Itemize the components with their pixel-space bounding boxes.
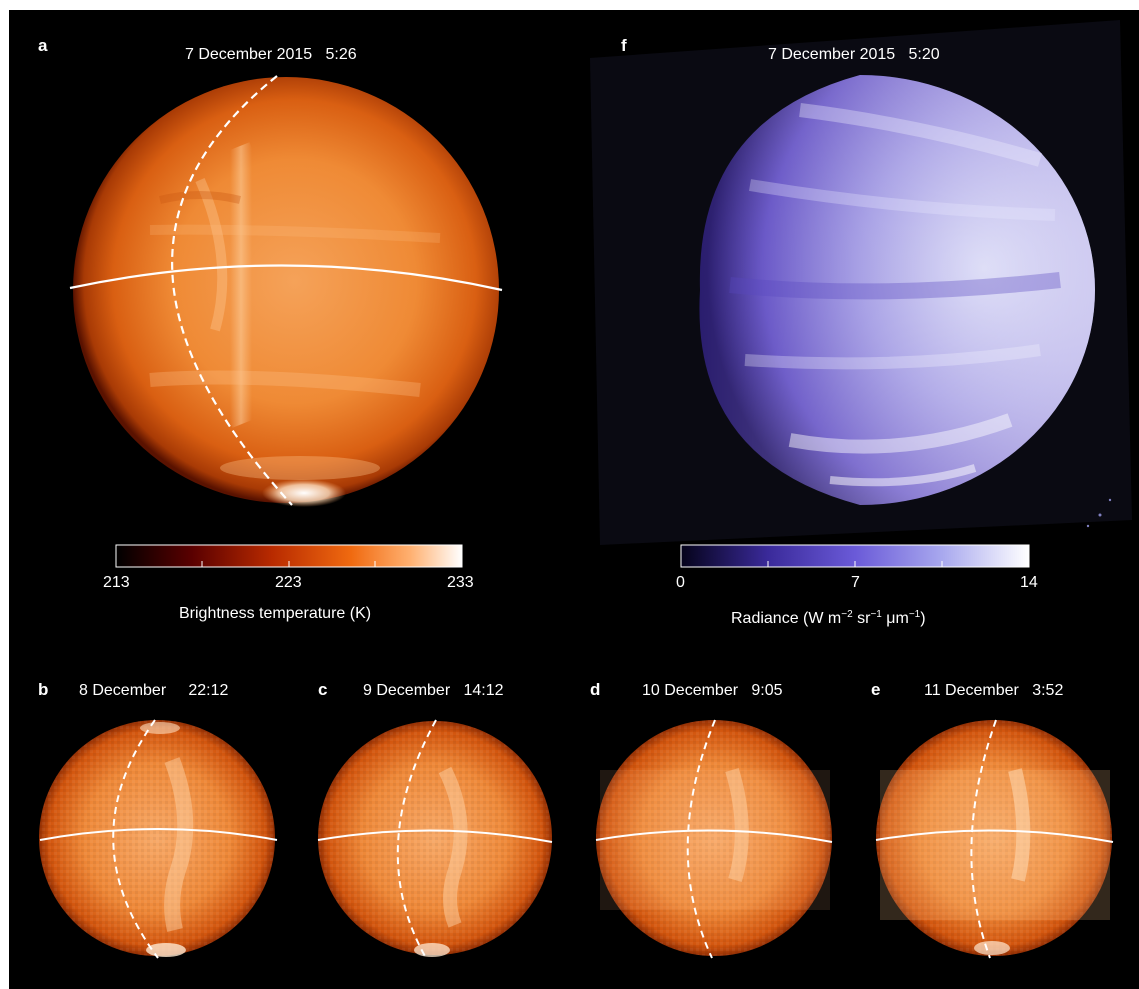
- equator-line-b: [39, 828, 278, 841]
- planet-image-c: [318, 721, 552, 957]
- panel-label-c: c: [318, 680, 328, 699]
- planet-image-a: [73, 77, 499, 507]
- colorbar-radiance-tick-max: 14: [1020, 574, 1038, 591]
- colorbar-temperature-tick-min: 213: [103, 574, 130, 591]
- planet-image-f: [590, 20, 1132, 545]
- panel-label-a: a: [38, 36, 48, 55]
- panel-header-c: 9 December 14:12: [363, 682, 504, 699]
- colorbar-radiance-title: Radiance (W m−2 sr−1 μm−1): [731, 609, 926, 628]
- panel-header-d: 10 December 9:05: [642, 682, 783, 699]
- equator-line-d: [595, 829, 833, 843]
- colorbar-radiance-tick-min: 0: [676, 574, 685, 591]
- panel-header-b: 8 December 22:12: [79, 682, 229, 699]
- panel-label-f: f: [621, 36, 627, 55]
- panel-label-d: d: [590, 680, 601, 699]
- meridian-line-c: [396, 719, 437, 959]
- planet-image-b: [39, 720, 275, 957]
- colorbar-radiance-ticks: [767, 561, 943, 567]
- panel-header-f: 7 December 2015 5:20: [768, 46, 940, 63]
- panel-header-a: 7 December 2015 5:26: [185, 46, 357, 63]
- panel-label-b: b: [38, 680, 49, 699]
- colorbar-temperature-ticks: [201, 561, 376, 567]
- colorbar-temperature-title: Brightness temperature (K): [179, 605, 372, 622]
- equator-line-c: [317, 829, 553, 843]
- planet-image-d: [596, 720, 832, 956]
- panel-header-e: 11 December 3:52: [924, 682, 1064, 699]
- colorbar-radiance-tick-mid: 7: [851, 574, 860, 591]
- colorbar-temperature-tick-max: 233: [447, 574, 474, 591]
- meridian-line-b: [112, 719, 159, 959]
- equator-line-e: [875, 829, 1114, 843]
- panel-label-e: e: [871, 680, 881, 699]
- equator-line-a: [69, 264, 503, 292]
- planet-image-e: [876, 720, 1112, 956]
- colorbar-temperature-tick-mid: 223: [275, 574, 302, 591]
- meridian-line-a: [171, 75, 293, 506]
